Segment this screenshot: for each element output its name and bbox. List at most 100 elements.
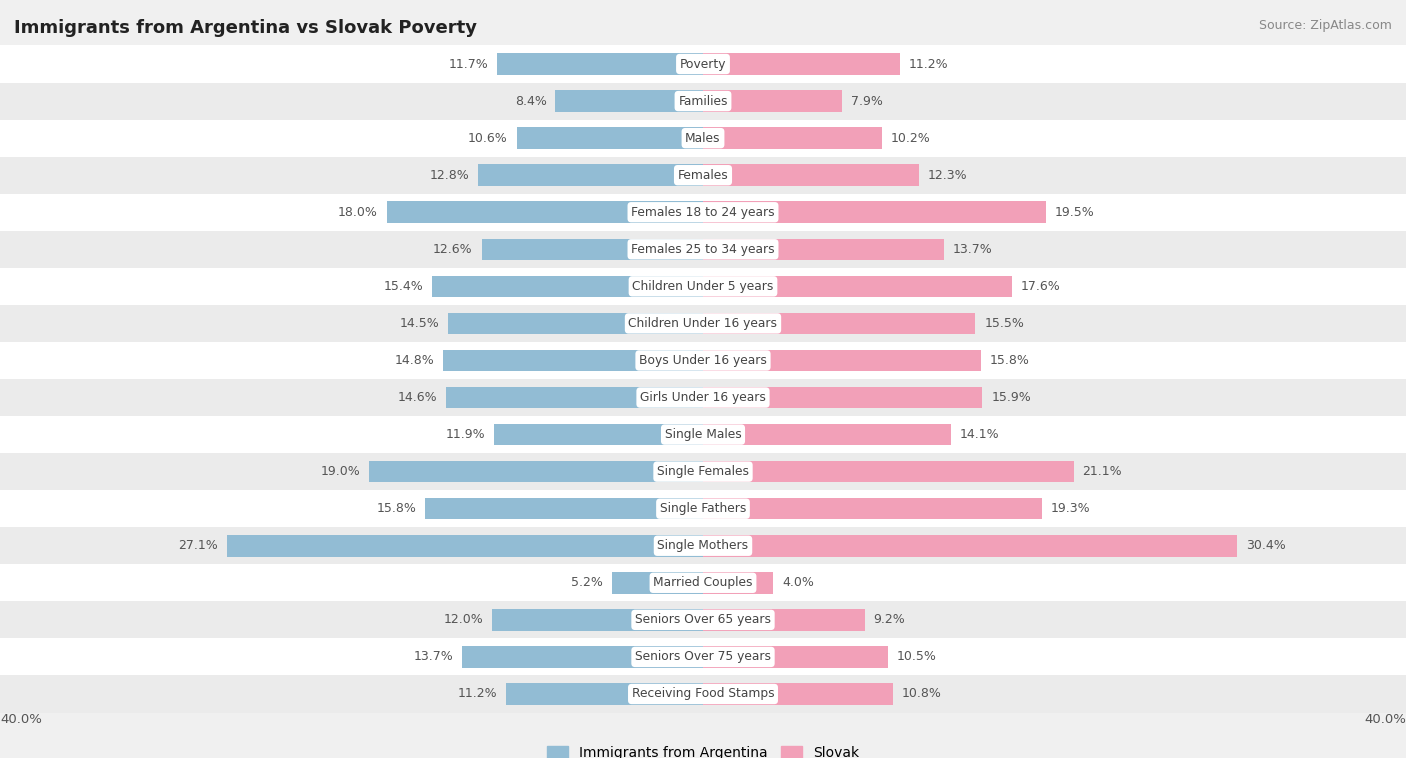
Bar — [506, 683, 703, 705]
Text: Receiving Food Stamps: Receiving Food Stamps — [631, 688, 775, 700]
Bar — [703, 609, 865, 631]
Text: 11.2%: 11.2% — [908, 58, 948, 70]
Bar — [0, 45, 1406, 83]
Text: Seniors Over 65 years: Seniors Over 65 years — [636, 613, 770, 626]
Text: 14.8%: 14.8% — [394, 354, 434, 367]
Bar — [703, 461, 1074, 482]
Text: Poverty: Poverty — [679, 58, 727, 70]
Bar — [449, 312, 703, 334]
Bar — [492, 609, 703, 631]
Text: 15.5%: 15.5% — [984, 317, 1024, 330]
Text: 7.9%: 7.9% — [851, 95, 883, 108]
Bar — [612, 572, 703, 594]
Text: 13.7%: 13.7% — [413, 650, 454, 663]
Bar — [0, 268, 1406, 305]
Text: 19.3%: 19.3% — [1052, 503, 1091, 515]
Text: 10.5%: 10.5% — [897, 650, 936, 663]
Bar — [703, 387, 983, 409]
Bar — [703, 424, 950, 446]
Text: 19.0%: 19.0% — [321, 465, 360, 478]
Text: Males: Males — [685, 132, 721, 145]
Text: 12.3%: 12.3% — [928, 169, 967, 182]
Text: 15.4%: 15.4% — [384, 280, 423, 293]
Bar — [703, 572, 773, 594]
Text: Girls Under 16 years: Girls Under 16 years — [640, 391, 766, 404]
Bar — [703, 164, 920, 186]
Bar — [703, 646, 887, 668]
Bar — [447, 387, 703, 409]
Bar — [0, 379, 1406, 416]
Bar — [387, 202, 703, 223]
Bar — [703, 53, 900, 75]
Text: Single Mothers: Single Mothers — [658, 539, 748, 553]
Legend: Immigrants from Argentina, Slovak: Immigrants from Argentina, Slovak — [541, 741, 865, 758]
Bar — [0, 305, 1406, 342]
Bar — [0, 675, 1406, 713]
Bar — [478, 164, 703, 186]
Text: 30.4%: 30.4% — [1246, 539, 1286, 553]
Text: 10.2%: 10.2% — [891, 132, 931, 145]
Bar — [703, 683, 893, 705]
Text: 40.0%: 40.0% — [0, 713, 42, 726]
Text: Females: Females — [678, 169, 728, 182]
Bar — [703, 239, 943, 260]
Bar — [0, 638, 1406, 675]
Bar — [703, 349, 981, 371]
Text: 17.6%: 17.6% — [1021, 280, 1062, 293]
Bar — [463, 646, 703, 668]
Text: 10.8%: 10.8% — [901, 688, 942, 700]
Bar — [703, 535, 1237, 556]
Bar — [0, 453, 1406, 490]
Text: 19.5%: 19.5% — [1054, 205, 1094, 219]
Bar — [0, 490, 1406, 528]
Bar — [703, 276, 1012, 297]
Bar — [433, 276, 703, 297]
Bar — [517, 127, 703, 149]
Text: 12.6%: 12.6% — [433, 243, 472, 255]
Text: 13.7%: 13.7% — [953, 243, 993, 255]
Text: 14.6%: 14.6% — [398, 391, 437, 404]
Text: Immigrants from Argentina vs Slovak Poverty: Immigrants from Argentina vs Slovak Pove… — [14, 19, 477, 37]
Bar — [425, 498, 703, 519]
Text: 18.0%: 18.0% — [337, 205, 378, 219]
Text: Females 18 to 24 years: Females 18 to 24 years — [631, 205, 775, 219]
Bar — [368, 461, 703, 482]
Text: Source: ZipAtlas.com: Source: ZipAtlas.com — [1258, 19, 1392, 32]
Text: Boys Under 16 years: Boys Under 16 years — [640, 354, 766, 367]
Bar — [481, 239, 703, 260]
Bar — [0, 194, 1406, 230]
Text: 14.5%: 14.5% — [399, 317, 439, 330]
Text: 15.8%: 15.8% — [990, 354, 1029, 367]
Text: 9.2%: 9.2% — [873, 613, 905, 626]
Bar — [555, 90, 703, 112]
Text: 27.1%: 27.1% — [179, 539, 218, 553]
Bar — [0, 157, 1406, 194]
Text: Single Females: Single Females — [657, 465, 749, 478]
Text: Families: Families — [678, 95, 728, 108]
Text: 5.2%: 5.2% — [571, 576, 603, 589]
Text: 12.0%: 12.0% — [443, 613, 484, 626]
Text: 11.2%: 11.2% — [458, 688, 498, 700]
Bar — [443, 349, 703, 371]
Bar — [703, 202, 1046, 223]
Bar — [0, 601, 1406, 638]
Text: 11.7%: 11.7% — [449, 58, 489, 70]
Text: 21.1%: 21.1% — [1083, 465, 1122, 478]
Text: Married Couples: Married Couples — [654, 576, 752, 589]
Bar — [0, 564, 1406, 601]
Text: 11.9%: 11.9% — [446, 428, 485, 441]
Bar — [0, 528, 1406, 564]
Text: 12.8%: 12.8% — [429, 169, 470, 182]
Bar — [0, 120, 1406, 157]
Bar — [0, 342, 1406, 379]
Text: Seniors Over 75 years: Seniors Over 75 years — [636, 650, 770, 663]
Text: Females 25 to 34 years: Females 25 to 34 years — [631, 243, 775, 255]
Bar — [0, 230, 1406, 268]
Bar — [498, 53, 703, 75]
Bar — [703, 90, 842, 112]
Text: Single Fathers: Single Fathers — [659, 503, 747, 515]
Bar — [0, 83, 1406, 120]
Text: Single Males: Single Males — [665, 428, 741, 441]
Text: Children Under 16 years: Children Under 16 years — [628, 317, 778, 330]
Text: 4.0%: 4.0% — [782, 576, 814, 589]
